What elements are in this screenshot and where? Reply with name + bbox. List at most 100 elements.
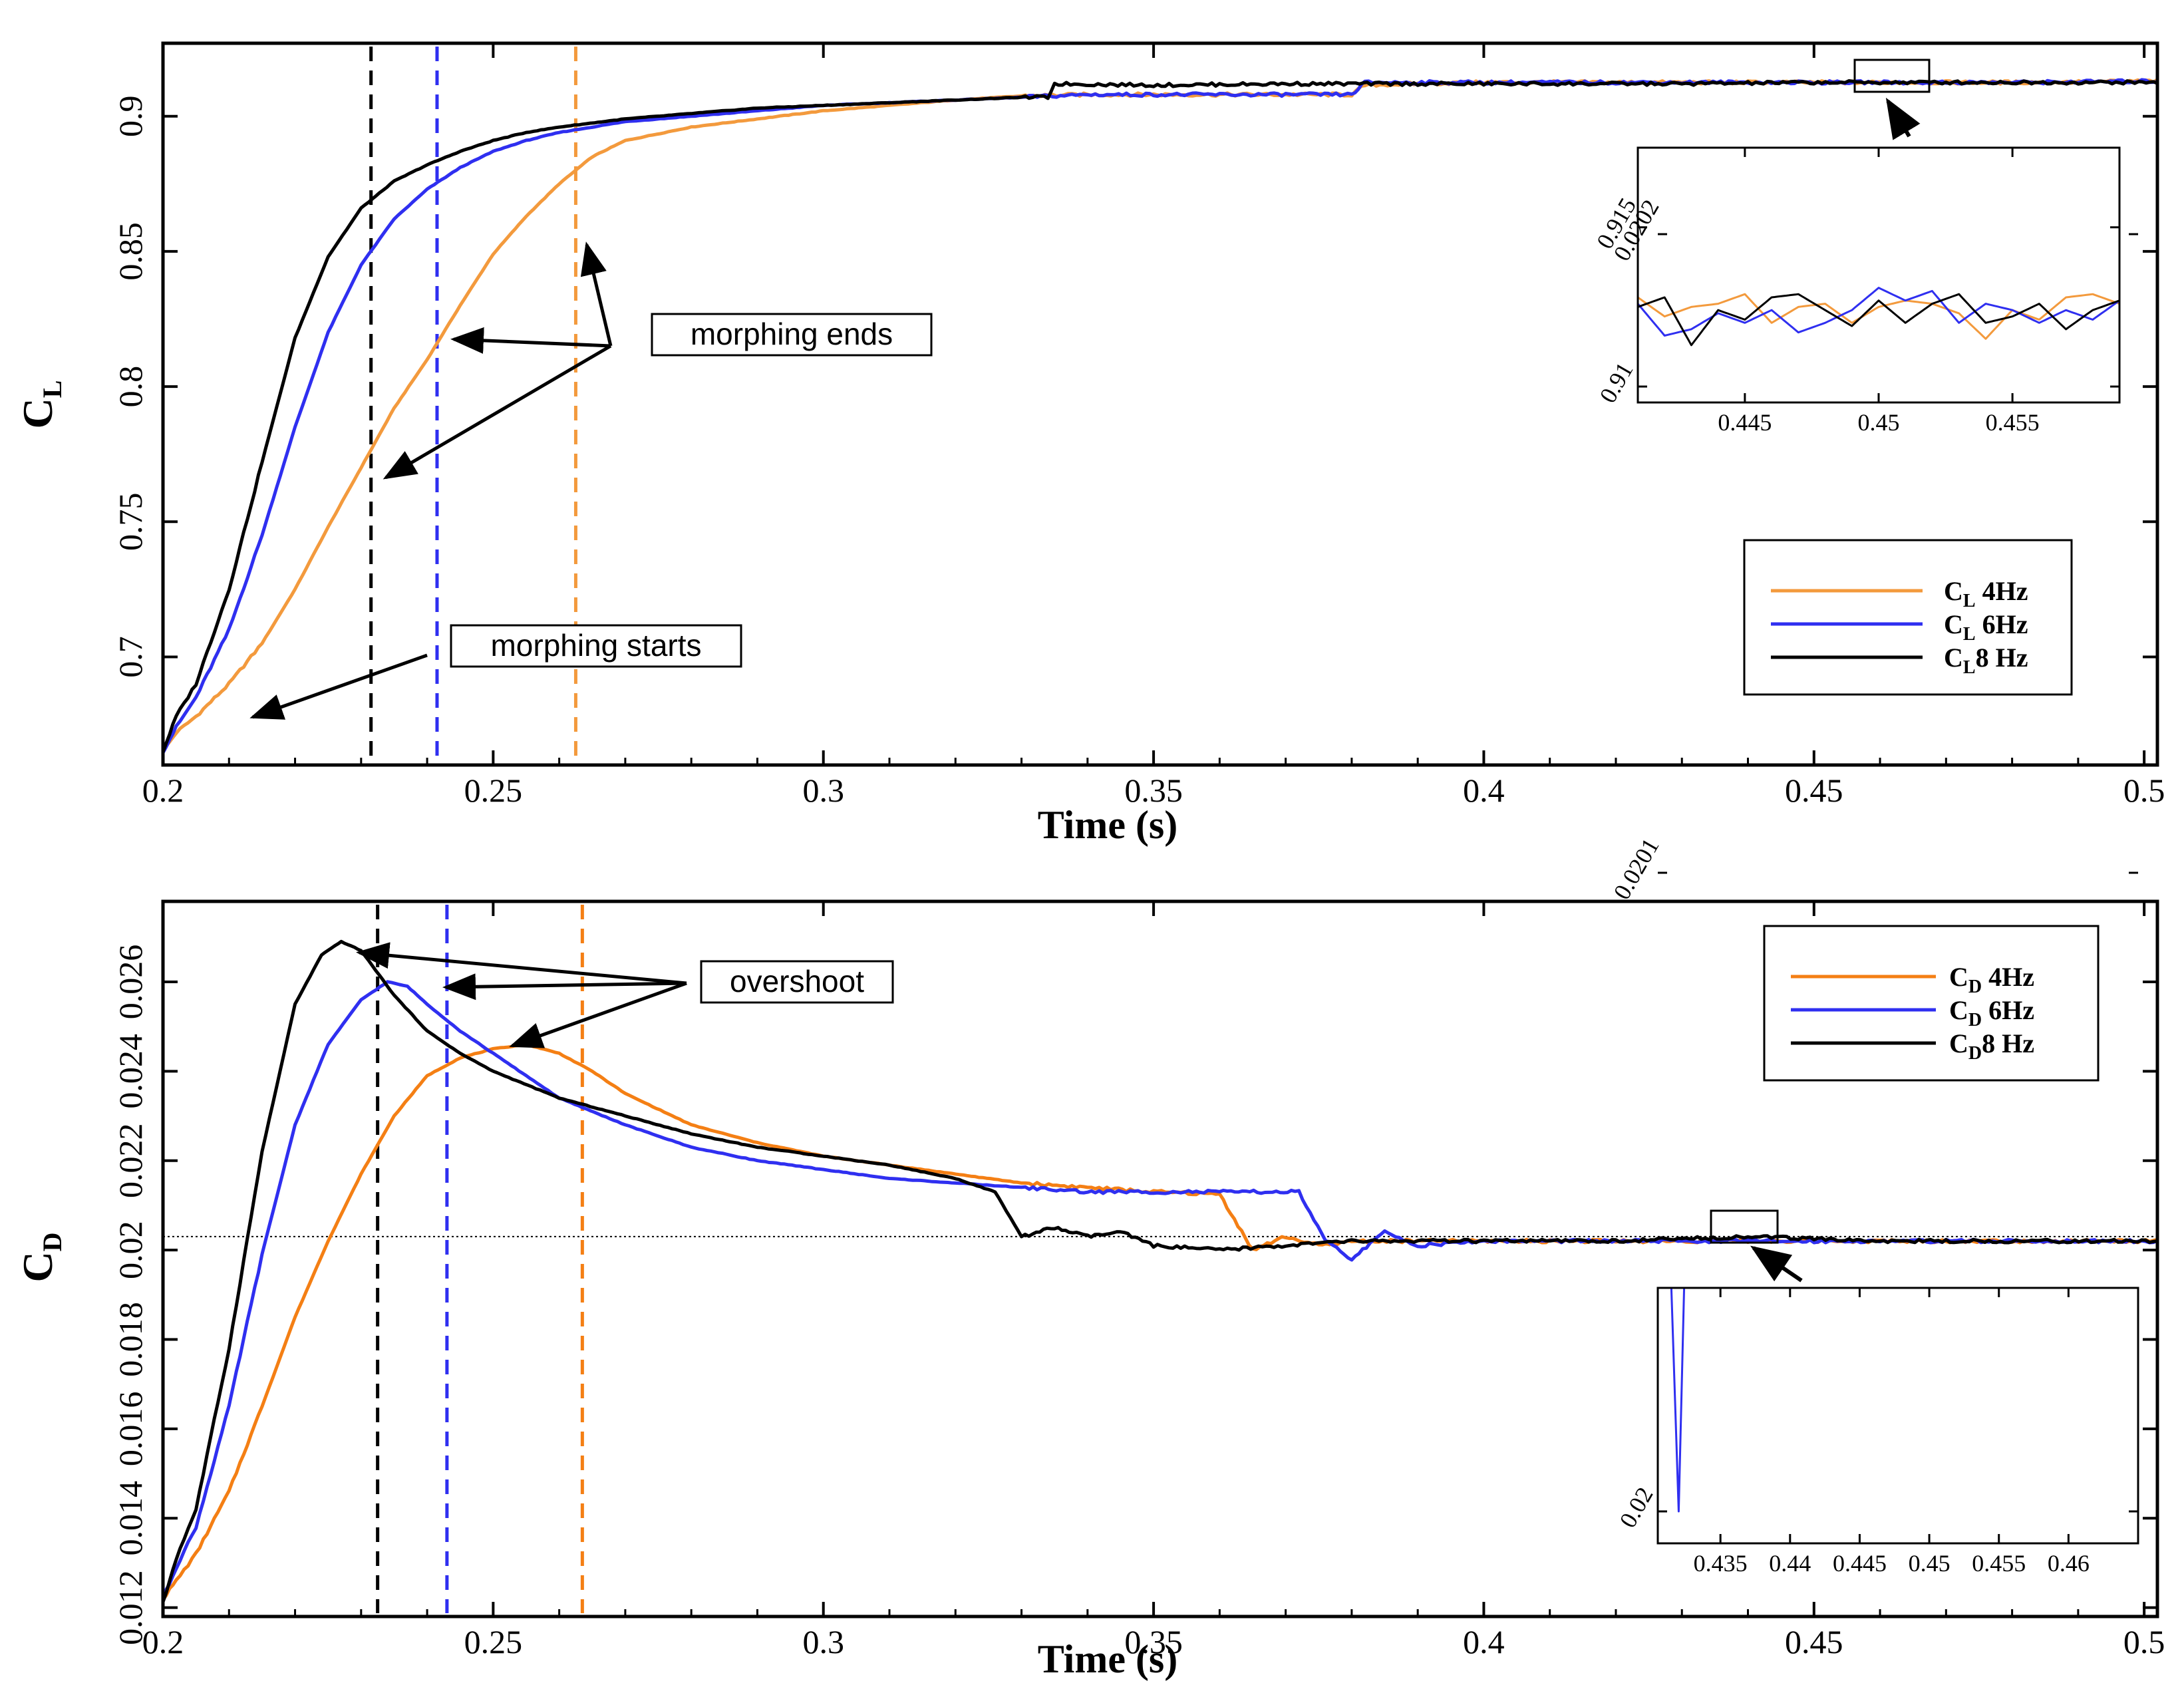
cd-y-tick-label: 0.016 xyxy=(112,1392,149,1467)
cl-x-tick-label: 0.35 xyxy=(1124,772,1183,809)
cd-y-tick-label: 0.018 xyxy=(112,1302,149,1377)
cl-series-8Hz xyxy=(163,79,2157,753)
cd-y-ticks: 0.012 0.014 0.016 0.018 0.02 0.022 0.024 0.026 xyxy=(112,945,2157,1645)
cl-legend-label-text: 4Hz xyxy=(1976,576,2028,606)
cd-legend-label-main: C xyxy=(1949,1028,1968,1058)
cd-legend-label-text: 6Hz xyxy=(1982,995,2034,1025)
cd-zoom-arrow xyxy=(1750,1245,1803,1283)
cl-x-tick-label: 0.5 xyxy=(2123,772,2165,809)
cl-inset-series-6Hz xyxy=(1638,287,2119,337)
cd-legend-label-text: 4Hz xyxy=(1982,962,2034,992)
morphing-ends-arrow-black xyxy=(383,344,612,480)
morphing-starts-box xyxy=(450,624,742,668)
cd-x-tick-label: 0.5 xyxy=(2123,1623,2165,1660)
cl-legend-label-8Hz: CL8 Hz xyxy=(1944,643,2028,678)
cl-x-tick-label: 0.25 xyxy=(464,772,523,809)
cl-inset-x-tick-label: 0.455 xyxy=(1986,409,2040,436)
cd-x-ticks: 0.2 0.25 0.3 0.35 0.4 0.45 0.5 xyxy=(142,901,2165,1660)
cd-series-6Hz xyxy=(163,980,2157,1600)
cd-y-tick-label-group: 0.024 xyxy=(112,1034,149,1109)
cd-x-tick-label: 0.35 xyxy=(1124,1623,1183,1660)
cl-inset-x-tick-label: 0.445 xyxy=(1718,409,1772,436)
cd-inset-frame xyxy=(1656,1287,2139,1545)
cd-legend-label-cd4Hz: CD 4Hz xyxy=(1949,962,2034,997)
cl-panel: 0.2 0.25 0.3 0.35 0.4 0.45 0.5 0.70.750.80.850… xyxy=(14,41,2165,847)
cl-x-tick-label: 0.4 xyxy=(1463,772,1505,809)
cl-y-tick-label-group: 0.75 xyxy=(112,493,149,551)
cd-y-tick-label-group: 0.026 xyxy=(112,945,149,1020)
cl-x-tick-label: 0.45 xyxy=(1785,772,1843,809)
cd-inset-y-tick-label: 0.02 xyxy=(1615,1483,1658,1533)
cl-inset-series-lines xyxy=(1638,287,2119,347)
cd-series-lines xyxy=(163,939,2157,1603)
morphing-ends-arrow-orange xyxy=(580,241,613,347)
cl-legend-label-6Hz: CL 6Hz xyxy=(1944,609,2028,645)
cd-inset-x-tick-label: 0.45 xyxy=(1909,1550,1950,1577)
svg-text:CD: CD xyxy=(14,1232,67,1282)
cd-legend-label-8Hz: CD8 Hz xyxy=(1949,1028,2034,1064)
cd-y-tick-label-group: 0.014 xyxy=(112,1481,149,1556)
cl-x-tick-label: 0.2 xyxy=(142,772,184,809)
cl-plot-frame xyxy=(161,41,2159,767)
cd-legend-label-6Hz: CD 6Hz xyxy=(1949,995,2034,1030)
cd-y-tick-label: 0.024 xyxy=(112,1034,149,1109)
cl-inset-y-tick-label: 0.91 xyxy=(1595,358,1638,408)
cl-inset-background xyxy=(1638,148,2119,402)
cd-inset-background xyxy=(1658,1288,2138,1543)
cl-legend-label-text: 8 Hz xyxy=(1976,643,2028,673)
cd-plot-frame xyxy=(161,899,2159,1618)
cd-legend-label-main: C xyxy=(1949,995,1968,1025)
cd-inset-x-tick-label: 0.46 xyxy=(2048,1550,2090,1577)
cl-legend-label-sub: L xyxy=(1963,624,1976,645)
cl-y-tick-label-group: 0.9 xyxy=(112,95,149,137)
cd-zoom-region-box xyxy=(1710,1209,1779,1244)
overshoot-arrow-black xyxy=(356,942,687,985)
cl-inset-y-tick-label-group: 0.91 xyxy=(1595,358,1638,408)
cd-y-axis-label: CD xyxy=(14,1232,67,1282)
overshoot-arrow-blue xyxy=(442,973,687,1001)
cl-y-tick-label-group: 0.85 xyxy=(112,222,149,281)
svg-text:CL: CL xyxy=(14,381,67,429)
cd-inset-x-tick-label: 0.435 xyxy=(1694,1550,1748,1577)
cl-y-tick-label: 0.85 xyxy=(112,222,149,281)
cl-legend-box xyxy=(1743,539,2073,696)
cl-x-tick-label: 0.3 xyxy=(802,772,844,809)
cl-legend-label-main: C xyxy=(1944,576,1963,606)
cd-y-tick-label: 0.02 xyxy=(112,1221,149,1279)
cd-legend-label-text: 8 Hz xyxy=(1982,1028,2034,1058)
cl-y-ticks: 0.7 0.75 0.8 0.85 0.9 xyxy=(112,95,2157,678)
cd-y-tick-label: 0.014 xyxy=(112,1481,149,1556)
cl-legend-label-main: C xyxy=(1944,609,1963,639)
cl-y-tick-label: 0.75 xyxy=(112,493,149,551)
cl-legend-label-main: C xyxy=(1944,643,1963,673)
cd-legend-label-main: C xyxy=(1949,962,1968,992)
cd-y-tick-label: 0.022 xyxy=(112,1123,149,1198)
cd-y-tick-label-group: 0.022 xyxy=(112,1123,149,1198)
morphing-ends-arrow-blue xyxy=(450,327,611,354)
cd-x-tick-label: 0.45 xyxy=(1785,1623,1843,1660)
cl-y-tick-label: 0.9 xyxy=(112,95,149,137)
cl-legend-label-text: 6Hz xyxy=(1976,609,2028,639)
cd-legend-box xyxy=(1763,925,2100,1082)
morphing-ends-box xyxy=(651,313,933,357)
cl-x-axis-label: Time (s) xyxy=(1038,803,1178,847)
cl-y-axis-label-sub: L xyxy=(37,381,67,398)
cd-inset-x-tick-label: 0.445 xyxy=(1833,1550,1887,1577)
cd-y-tick-label-group: 0.02 xyxy=(112,1221,149,1279)
overshoot-arrow-orange xyxy=(509,981,687,1048)
cd-series-8Hz xyxy=(163,939,2157,1603)
cl-y-tick-label: 0.8 xyxy=(112,366,149,408)
cl-zoom-region-box xyxy=(1853,59,1931,93)
cd-y-axis-label-main: C xyxy=(14,1251,61,1282)
cl-zoom-arrow xyxy=(1885,97,1921,140)
morphing-starts-label: morphing starts xyxy=(490,628,701,663)
cl-series-lines xyxy=(163,78,2157,754)
cd-y-tick-label: 0.026 xyxy=(112,945,149,1020)
cd-inset-x-ticks: 0.435 0.44 0.445 0.45 0.455 0.46 xyxy=(1694,1288,2090,1577)
cd-x-tick-label: 0.4 xyxy=(1463,1623,1505,1660)
cl-y-axis-label-main: C xyxy=(14,398,61,428)
overshoot-label: overshoot xyxy=(730,964,864,999)
cd-y-axis-label-sub: D xyxy=(37,1232,67,1251)
